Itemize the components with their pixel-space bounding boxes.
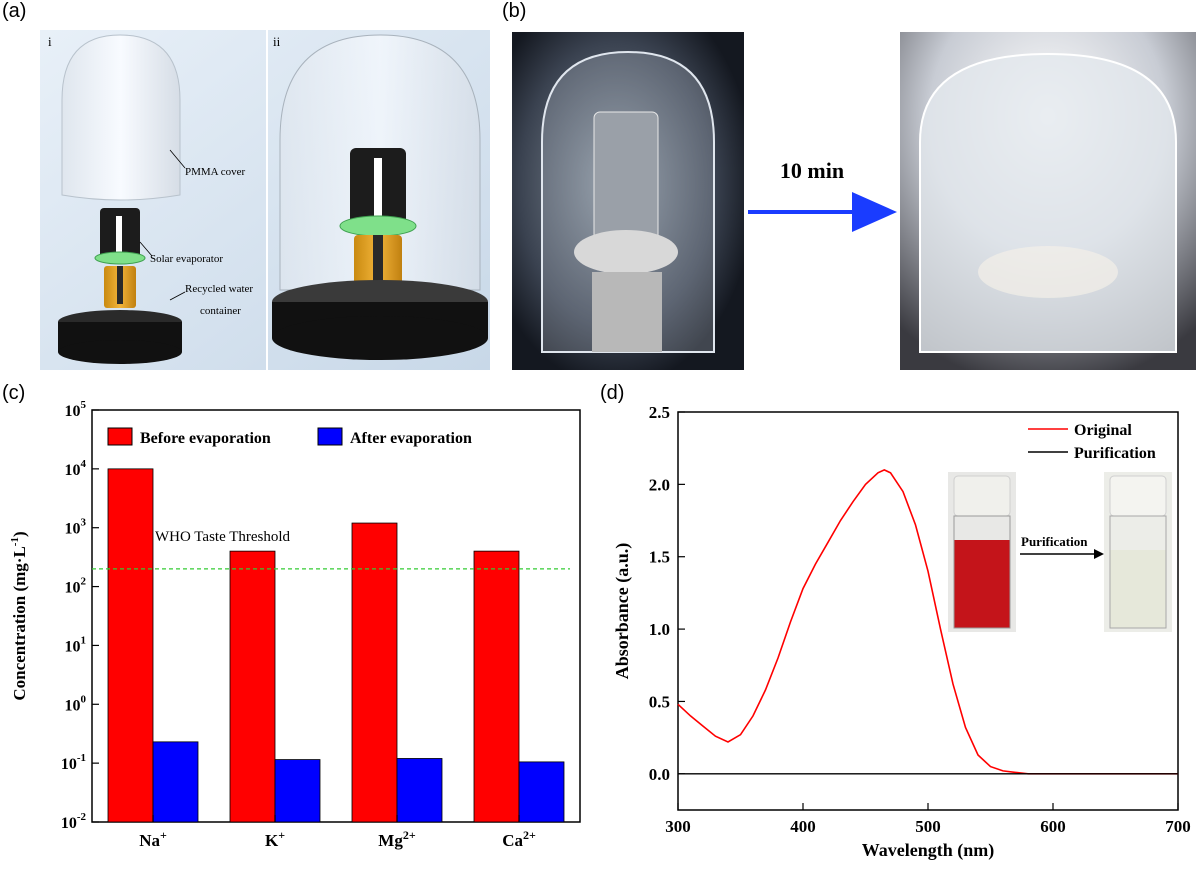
inset-vial-purified-liquid (1110, 550, 1166, 628)
panel-d-label: (d) (600, 382, 625, 404)
recycled-water-label-1: Recycled water (185, 283, 253, 295)
solar-evaporator-label: Solar evaporator (150, 253, 223, 265)
chart-c-ylabel: Concentration (mg·L-1) (9, 531, 29, 700)
chart-c-ytick-label: 102 (65, 576, 87, 597)
legend-swatch-after (317, 427, 343, 446)
chart-d-frame (677, 411, 1179, 811)
bar-after-2 (396, 758, 443, 823)
chart-c-ytick-label: 101 (65, 634, 87, 655)
legend-label-purification: Purification (1074, 445, 1156, 462)
legend-swatch-before (107, 427, 133, 446)
chart-c-ytick-label: 10-1 (61, 752, 86, 773)
time-arrow-label: 10 min (780, 158, 844, 183)
chart-c-frame (91, 409, 581, 823)
chart-d-xtick-label: 700 (1165, 817, 1191, 836)
panel-a-illustration: i ii PMMA cover Solar evaporator Recycle… (40, 30, 490, 370)
series-original-line (677, 469, 1178, 775)
chart-d-ytick-label: 1.0 (649, 620, 670, 639)
bar-before-1 (229, 550, 276, 823)
recycled-water-label-2: container (200, 305, 241, 317)
chart-d-ytick-label: 2.0 (649, 475, 670, 494)
chart-d-ytick-label: 1.5 (649, 548, 670, 567)
bar-before-2 (351, 522, 398, 823)
bar-after-3 (518, 761, 565, 823)
chart-c-ytick-label: 10-2 (61, 811, 87, 832)
chart-c-xtick-label-1: K+ (265, 828, 285, 850)
sub-label-ii: ii (273, 34, 281, 49)
inset-arrow-icon (1094, 549, 1104, 559)
chart-d-xtick-label: 600 (1040, 817, 1066, 836)
inset-vial-original-cap (953, 475, 1011, 517)
legend-label-before: Before evaporation (140, 430, 271, 447)
chart-c-xtick-label-2: Mg2+ (378, 828, 416, 850)
chart-d-absorbance: 0.0 0.5 1.0 1.5 2.0 2.5 300 400 500 600 700 Wavelen… (612, 403, 1191, 861)
bar-before-0 (107, 468, 154, 823)
chart-c-ytick-label: 100 (65, 693, 87, 714)
bar-after-1 (274, 759, 321, 823)
panel-b-label: (b) (502, 0, 527, 22)
chart-c-ion-concentration: 10-2 10-1 100 101 102 103 104 105 Concentration … (9, 399, 581, 850)
chart-c-ytick-label: 105 (65, 399, 87, 420)
inset-vial-purified-glass (1109, 515, 1167, 629)
threshold-label: WHO Taste Threshold (155, 529, 291, 545)
pmma-cover-label: PMMA cover (185, 166, 246, 178)
chart-c-xtick-label-3: Ca2+ (502, 828, 536, 850)
time-arrow-icon (748, 192, 897, 232)
bar-before-3 (473, 550, 520, 823)
chart-d-ylabel: Absorbance (a.u.) (612, 543, 633, 680)
chart-d-xlabel: Wavelength (nm) (862, 840, 995, 861)
panel-a-label: (a) (2, 0, 27, 22)
chart-d-ytick-label: 0.0 (649, 765, 670, 784)
chart-c-ytick-label: 103 (65, 517, 87, 538)
panel-b-photos: 10 min (512, 32, 1196, 370)
chart-d-xtick-label: 500 (915, 817, 941, 836)
panel-c-label: (c) (2, 382, 26, 404)
legend-label-original: Original (1074, 422, 1132, 439)
chart-d-xtick-label: 400 (790, 817, 816, 836)
inset-vial-original-liquid (954, 540, 1010, 628)
chart-d-ytick-label: 0.5 (649, 692, 670, 711)
inset-vial-purified-cap (1109, 475, 1167, 517)
bar-after-0 (152, 741, 199, 823)
sub-label-i: i (48, 34, 52, 49)
chart-d-xtick-label: 300 (665, 817, 691, 836)
inset-vial-original-glass (953, 515, 1011, 629)
chart-c-ytick-label: 104 (65, 458, 87, 479)
pmma-cover-shape (61, 34, 181, 201)
chart-d-ytick-label: 2.5 (649, 403, 670, 422)
chart-c-xtick-label-0: Na+ (139, 828, 167, 850)
legend-label-after: After evaporation (350, 430, 472, 447)
inset-arrow-label: Purification (1021, 534, 1088, 549)
